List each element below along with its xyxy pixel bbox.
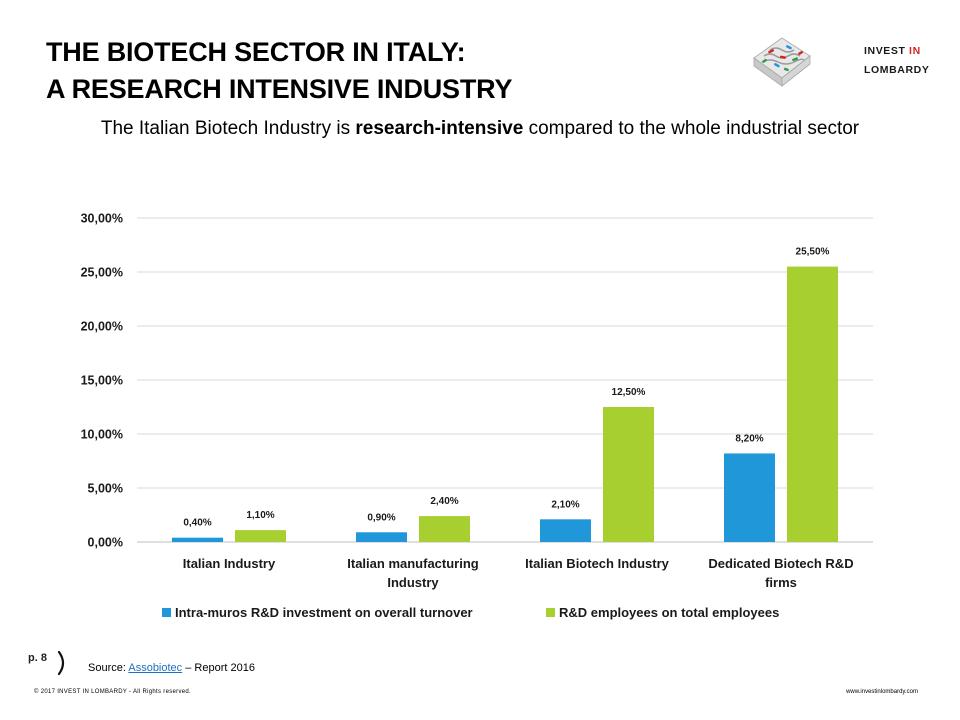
subtitle-text-before: The Italian Biotech Industry is [100, 118, 356, 139]
page-number: p. 8 [28, 652, 47, 664]
title-line-1: THE BIOTECH SECTOR IN ITALY: [46, 37, 466, 67]
x-tick-label: Italian Biotech Industry [525, 556, 670, 571]
bar-series-2 [419, 516, 470, 542]
data-label-series-2: 12,50% [612, 387, 646, 398]
data-label-series-1: 0,40% [183, 518, 211, 529]
subtitle-text-after: compared to the whole industrial sector [523, 118, 860, 139]
y-tick-label: 5,00% [88, 482, 123, 496]
source-link[interactable]: Assobiotec [128, 662, 183, 674]
y-tick-label: 0,00% [88, 536, 123, 550]
bars [172, 266, 838, 542]
page-title: THE BIOTECH SECTOR IN ITALY: A RESEARCH … [46, 34, 512, 108]
legend-label-series-2: R&D employees on total employees [559, 605, 780, 620]
copyright-notice: © 2017 INVEST IN LOMBARDY - All Rights r… [34, 689, 191, 695]
legend-swatch-series-2 [546, 608, 555, 617]
bar-series-2 [603, 407, 654, 542]
x-tick-label: firms [765, 575, 797, 590]
data-label-series-2: 2,40% [430, 496, 458, 507]
title-line-2: A RESEARCH INTENSIVE INDUSTRY [46, 74, 513, 104]
y-tick-label: 20,00% [81, 320, 123, 334]
data-label-series-2: 1,10% [246, 510, 274, 521]
y-tick-label: 30,00% [81, 212, 123, 226]
logo-text-in: IN [909, 45, 921, 57]
data-label-series-2: 25,50% [796, 247, 830, 258]
bar-series-1 [724, 453, 775, 542]
logo-emblem-icon [753, 37, 811, 87]
bar-series-2 [235, 530, 286, 542]
x-tick-label: Italian manufacturing [347, 556, 479, 571]
data-label-series-1: 2,10% [551, 499, 579, 510]
legend-label-series-1: Intra-muros R&D investment on overall tu… [175, 605, 473, 620]
logo-text-lombardy: LOMBARDY [864, 64, 930, 76]
y-tick-label: 15,00% [81, 374, 123, 388]
y-tick-label: 10,00% [81, 428, 123, 442]
chart-legend: Intra-muros R&D investment on overall tu… [0, 605, 960, 625]
logo-text-invest: INVEST [864, 45, 910, 57]
website-url[interactable]: www.investinlombardy.com [846, 689, 918, 695]
legend-item-series-1: Intra-muros R&D investment on overall tu… [162, 605, 473, 620]
data-labels: 0,40% 1,10% 0,90% 2,40% 2,10% 12,50% 8,20% 25,5… [183, 247, 829, 529]
legend-item-series-2: R&D employees on total employees [546, 605, 779, 620]
page-bracket-icon [57, 650, 65, 676]
source-prefix: Source: [88, 662, 129, 674]
subtitle-emphasis: research-intensive [355, 118, 524, 139]
bar-series-1 [356, 532, 407, 542]
x-tick-label: Dedicated Biotech R&D [708, 556, 853, 571]
invest-in-lombardy-logo [753, 37, 811, 87]
x-tick-label: Italian Industry [183, 556, 276, 571]
bar-series-1 [540, 519, 591, 542]
legend-swatch-series-1 [162, 608, 171, 617]
source-note: Source: Assobiotec – Report 2016 [88, 662, 255, 674]
gridlines [137, 217, 873, 543]
source-suffix: – Report 2016 [182, 662, 255, 674]
data-label-series-1: 0,90% [367, 512, 395, 523]
y-tick-label: 25,00% [81, 266, 123, 280]
bar-series-2 [787, 266, 838, 542]
page-subtitle: The Italian Biotech Industry is research… [0, 118, 960, 140]
x-axis-ticks: Italian Industry Italian manufacturing Ind… [183, 556, 854, 590]
bar-chart: 0,00% 5,00% 10,00% 15,00% 20,00% 25,00% 30,00%… [81, 212, 873, 590]
logo-wordmark: INVEST IN LOMBARDY [864, 42, 929, 80]
bar-series-1 [172, 537, 223, 542]
x-tick-label: Industry [387, 575, 439, 590]
y-axis-ticks: 0,00% 5,00% 10,00% 15,00% 20,00% 25,00% 30,00% [81, 212, 123, 550]
data-label-series-1: 8,20% [735, 433, 763, 444]
